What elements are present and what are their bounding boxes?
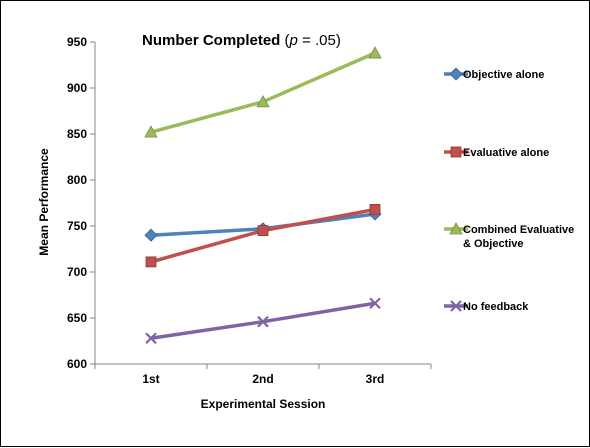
legend: Objective alone Evaluative alone Combined … xyxy=(444,67,574,313)
legend-entry: Objective alone xyxy=(444,67,544,81)
legend-marker xyxy=(450,300,462,312)
x-tick-label: 1st xyxy=(142,372,159,386)
y-tick-label: 600 xyxy=(67,357,87,371)
legend-label: Combined Evaluative & Objective xyxy=(463,224,574,250)
x-tick-label: 2nd xyxy=(252,372,273,386)
data-point xyxy=(368,46,382,59)
y-tick-label: 850 xyxy=(67,127,87,141)
y-tick-label: 900 xyxy=(67,81,87,95)
chart-title: Number Completed (p = .05) xyxy=(142,32,341,49)
chart-title-open: ( xyxy=(280,32,289,49)
data-point xyxy=(257,315,269,328)
y-tick-label: 700 xyxy=(67,265,87,279)
y-tick-label: 650 xyxy=(67,311,87,325)
series-3 xyxy=(145,297,381,345)
series-2 xyxy=(144,46,382,138)
chart-title-italic: p xyxy=(289,32,298,49)
series-0 xyxy=(144,207,382,242)
axes: 600 650 700 750 800 850 900 950 1st 2nd 3rd xyxy=(67,35,432,386)
data-point xyxy=(256,94,270,108)
data-point xyxy=(145,332,157,345)
data-point xyxy=(369,204,381,215)
legend-entry: Evaluative alone xyxy=(444,146,549,159)
legend-marker xyxy=(449,222,463,235)
legend-label: Objective alone xyxy=(463,69,544,81)
series-layer xyxy=(144,46,382,345)
data-point xyxy=(369,297,381,310)
data-point xyxy=(257,225,269,237)
x-axis-title: Experimental Session xyxy=(201,397,326,411)
legend-entry: No feedback xyxy=(444,300,529,313)
data-point xyxy=(145,256,157,268)
legend-marker xyxy=(450,146,462,158)
chart-title-main: Number Completed xyxy=(142,32,280,49)
y-tick-label: 950 xyxy=(67,35,87,49)
y-axis-title: Mean Performance xyxy=(37,148,51,256)
legend-label: No feedback xyxy=(463,301,529,313)
y-tick-label: 800 xyxy=(67,173,87,187)
chart-title-rest: = .05) xyxy=(298,32,341,49)
y-tick-label: 750 xyxy=(67,219,87,233)
data-point xyxy=(144,125,158,138)
series-line xyxy=(149,51,377,134)
legend-label: Evaluative alone xyxy=(463,147,549,159)
x-tick-label: 3rd xyxy=(366,372,385,386)
series-1 xyxy=(145,204,381,268)
legend-marker xyxy=(449,67,463,81)
legend-entry: Combined Evaluative & Objective xyxy=(444,222,574,250)
data-point xyxy=(144,228,158,242)
